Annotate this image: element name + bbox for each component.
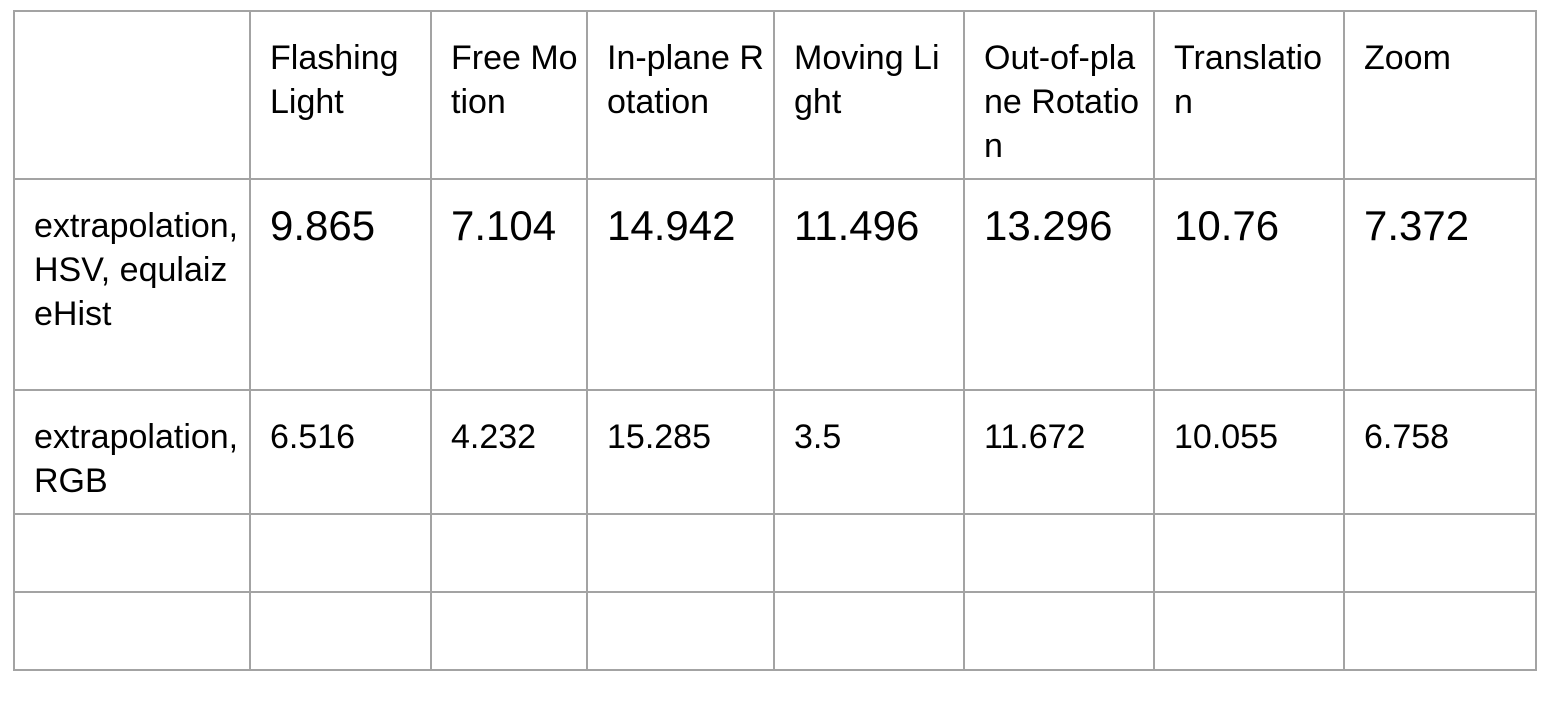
value-cell[interactable]: 15.285: [586, 389, 775, 515]
value-cell[interactable]: 7.104: [430, 178, 588, 391]
empty-cell[interactable]: [773, 591, 965, 671]
cell-value: 10.055: [1174, 418, 1278, 456]
cell-value: [776, 594, 962, 617]
value-cell[interactable]: 11.672: [963, 389, 1155, 515]
header-cell-flashing-light[interactable]: Flashing Light: [249, 10, 432, 180]
table-row: extrapolation, RGB 6.516 4.232 15.285 3.…: [13, 389, 1537, 515]
header-cell-zoom[interactable]: Zoom: [1343, 10, 1537, 180]
cell-value: 3.5: [794, 418, 842, 456]
cell-value: 7.104: [451, 202, 557, 249]
data-table: Flashing Light Free Motion In-plane Rota…: [13, 10, 1537, 671]
empty-cell[interactable]: [249, 513, 432, 593]
value-cell[interactable]: 7.372: [1343, 178, 1537, 391]
header-cell-text: In-plane Rotation: [607, 39, 764, 121]
header-cell-out-of-plane-rotation[interactable]: Out-of-plane Rotation: [963, 10, 1155, 180]
cell-value: 4.232: [451, 418, 537, 456]
table-row-empty: [13, 591, 1537, 671]
empty-cell[interactable]: [430, 513, 588, 593]
cell-value: [966, 516, 1152, 539]
cell-value: 7.372: [1364, 202, 1470, 249]
cell-value: [252, 516, 429, 539]
row-label-cell[interactable]: extrapolation, HSV, equlaizeHist: [13, 178, 251, 391]
value-cell[interactable]: 4.232: [430, 389, 588, 515]
empty-cell[interactable]: [586, 591, 775, 671]
header-cell-translation[interactable]: Translation: [1153, 10, 1345, 180]
row-label: [16, 516, 248, 539]
cell-value: 11.672: [984, 418, 1086, 456]
cell-value: [1346, 594, 1534, 617]
empty-cell[interactable]: [773, 513, 965, 593]
empty-cell[interactable]: [963, 513, 1155, 593]
cell-value: [252, 594, 429, 617]
header-cell-text: Translation: [1174, 39, 1323, 121]
header-cell-in-plane-rotation[interactable]: In-plane Rotation: [586, 10, 775, 180]
cell-value: [966, 594, 1152, 617]
value-cell[interactable]: 9.865: [249, 178, 432, 391]
cell-value: 10.76: [1174, 202, 1280, 249]
table-row-empty: [13, 513, 1537, 593]
empty-cell[interactable]: [13, 513, 251, 593]
header-cell-corner[interactable]: [13, 10, 251, 180]
header-cell-text: Free Motion: [451, 39, 578, 121]
header-cell-text: Moving Light: [794, 39, 940, 121]
cell-value: [433, 594, 585, 617]
empty-cell[interactable]: [586, 513, 775, 593]
value-cell[interactable]: 11.496: [773, 178, 965, 391]
cell-value: 14.942: [607, 202, 736, 249]
empty-cell[interactable]: [249, 591, 432, 671]
cell-value: 6.758: [1364, 418, 1450, 456]
row-label: extrapolation, RGB: [34, 418, 239, 500]
header-cell-text: Flashing Light: [270, 39, 399, 121]
cell-value: [1346, 516, 1534, 539]
header-cell-text: Out-of-plane Rotation: [984, 39, 1139, 165]
cell-value: [776, 516, 962, 539]
empty-cell[interactable]: [1153, 513, 1345, 593]
header-cell-text: [16, 13, 248, 36]
empty-cell[interactable]: [13, 591, 251, 671]
cell-value: 11.496: [794, 202, 920, 249]
table-header-row: Flashing Light Free Motion In-plane Rota…: [13, 10, 1537, 180]
value-cell[interactable]: 10.76: [1153, 178, 1345, 391]
row-label-cell[interactable]: extrapolation, RGB: [13, 389, 251, 515]
row-label: extrapolation, HSV, equlaizeHist: [34, 207, 239, 333]
cell-value: [589, 516, 772, 539]
value-cell[interactable]: 6.758: [1343, 389, 1537, 515]
empty-cell[interactable]: [1343, 513, 1537, 593]
value-cell[interactable]: 14.942: [586, 178, 775, 391]
header-cell-text: Zoom: [1364, 39, 1451, 77]
header-cell-moving-light[interactable]: Moving Light: [773, 10, 965, 180]
value-cell[interactable]: 10.055: [1153, 389, 1345, 515]
cell-value: 6.516: [270, 418, 356, 456]
cell-value: 15.285: [607, 418, 711, 456]
cell-value: [1156, 594, 1342, 617]
value-cell[interactable]: 3.5: [773, 389, 965, 515]
header-cell-free-motion[interactable]: Free Motion: [430, 10, 588, 180]
cell-value: [1156, 516, 1342, 539]
cell-value: 13.296: [984, 202, 1113, 249]
value-cell[interactable]: 6.516: [249, 389, 432, 515]
empty-cell[interactable]: [1153, 591, 1345, 671]
cell-value: [433, 516, 585, 539]
empty-cell[interactable]: [963, 591, 1155, 671]
cell-value: [589, 594, 772, 617]
cell-value: 9.865: [270, 202, 376, 249]
value-cell[interactable]: 13.296: [963, 178, 1155, 391]
empty-cell[interactable]: [1343, 591, 1537, 671]
empty-cell[interactable]: [430, 591, 588, 671]
table-row: extrapolation, HSV, equlaizeHist 9.865 7…: [13, 178, 1537, 391]
row-label: [16, 594, 248, 617]
